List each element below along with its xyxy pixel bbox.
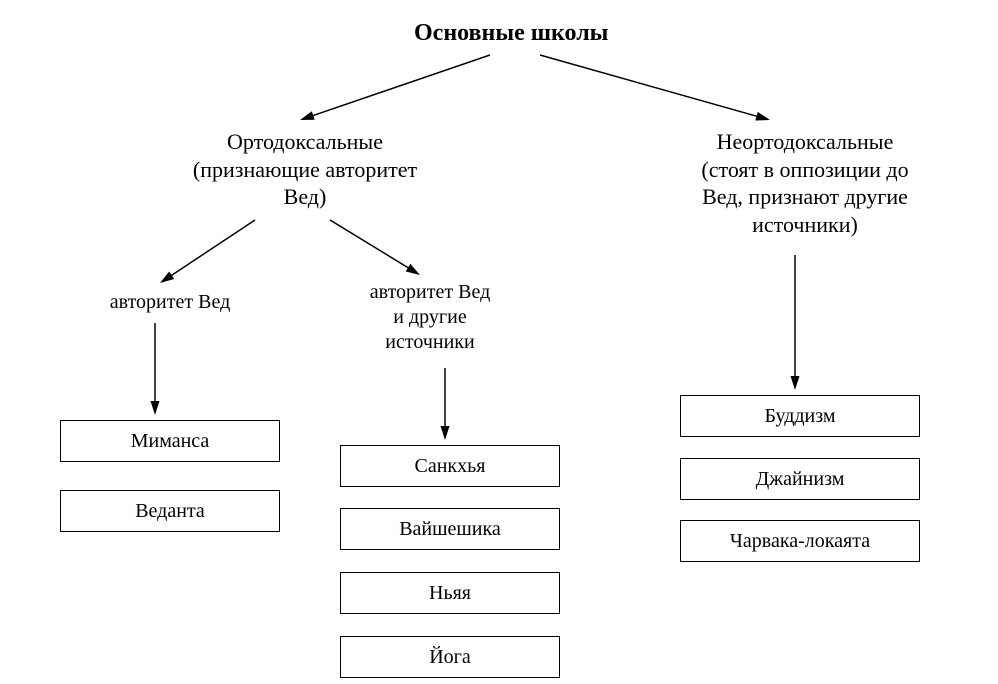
subgroup-ved-and-others-text: авторитет Веди другиеисточники xyxy=(370,281,491,353)
branch-heterodox-heading: Неортодоксальные(стоят в оппозиции доВед… xyxy=(665,128,945,238)
box-nyaya-label: Ньяя xyxy=(429,582,471,605)
box-vaisheshika-label: Вайшешика xyxy=(399,518,501,541)
box-sankhya: Санкхья xyxy=(340,445,560,487)
box-nyaya: Ньяя xyxy=(340,572,560,614)
box-charvaka: Чарвака-локаята xyxy=(680,520,920,562)
box-sankhya-label: Санкхья xyxy=(415,455,486,478)
box-yoga-label: Йога xyxy=(429,646,471,669)
box-buddhism: Буддизм xyxy=(680,395,920,437)
diagram-canvas: Основные школы Ортодоксальные(признающие… xyxy=(0,0,998,684)
box-vedanta-label: Веданта xyxy=(135,500,205,523)
box-vedanta: Веданта xyxy=(60,490,280,532)
box-jainism-label: Джайнизм xyxy=(756,468,845,491)
box-vaisheshika: Вайшешика xyxy=(340,508,560,550)
box-mimansa-label: Миманса xyxy=(131,430,210,453)
subgroup-ved-only-text: авторитет Вед xyxy=(110,291,231,313)
branch-heterodox-text: Неортодоксальные(стоят в оппозиции доВед… xyxy=(701,129,908,237)
subgroup-ved-and-others: авторитет Веди другиеисточники xyxy=(330,280,530,355)
box-jainism: Джайнизм xyxy=(680,458,920,500)
branch-orthodox-heading: Ортодоксальные(признающие авторитетВед) xyxy=(155,128,455,211)
box-charvaka-label: Чарвака-локаята xyxy=(730,530,870,553)
subgroup-ved-only: авторитет Вед xyxy=(80,290,260,315)
box-yoga: Йога xyxy=(340,636,560,678)
diagram-title: Основные школы xyxy=(414,20,608,47)
box-mimansa: Миманса xyxy=(60,420,280,462)
branch-orthodox-text: Ортодоксальные(признающие авторитетВед) xyxy=(193,129,417,209)
box-buddhism-label: Буддизм xyxy=(764,405,835,428)
